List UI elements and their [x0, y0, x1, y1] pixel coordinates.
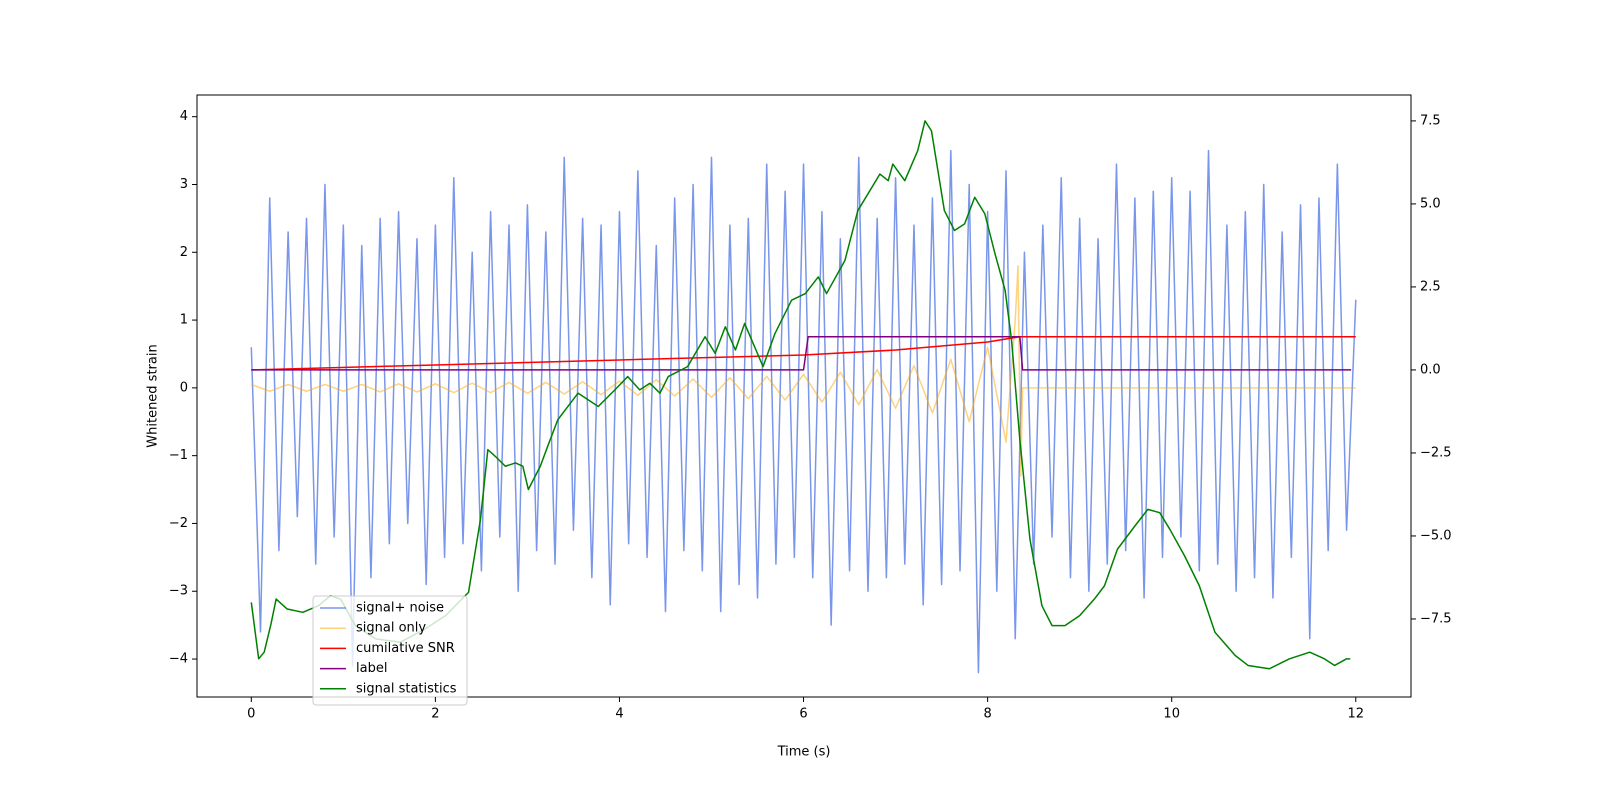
x-tick-label: 12 [1348, 707, 1365, 722]
plot-area [250, 120, 1357, 674]
y-tick-label: 4 [180, 109, 188, 124]
series-line [251, 265, 1356, 477]
y-axis-label: Whitened strain [146, 344, 161, 447]
y-tick-label: −4 [169, 652, 188, 667]
legend-label: cumilative SNR [356, 641, 455, 656]
y2-tick-label: −5.0 [1420, 528, 1452, 543]
y2-tick-label: −2.5 [1420, 445, 1452, 460]
x-tick-label: 10 [1163, 707, 1180, 722]
series-line [251, 335, 1356, 371]
x-tick-label: 6 [799, 707, 807, 722]
legend-box [312, 595, 468, 706]
x-tick-label: 2 [431, 707, 439, 722]
x-tick-label: 0 [247, 707, 255, 722]
y-tick-label: −2 [169, 516, 188, 531]
legend-label: label [356, 661, 387, 676]
y-tick-label: −3 [169, 584, 188, 599]
y2-tick-label: 2.5 [1420, 279, 1441, 294]
y-tick-label: 3 [180, 177, 188, 192]
y-tick-label: 1 [180, 313, 188, 328]
x-axis-label: Time (s) [777, 745, 831, 760]
y-tick-label: 0 [180, 380, 188, 395]
legend-label: signal only [356, 621, 426, 636]
y-tick-label: −1 [169, 448, 188, 463]
legend-label: signal statistics [356, 681, 457, 696]
y2-tick-label: −7.5 [1420, 611, 1452, 626]
y2-tick-label: 5.0 [1420, 196, 1441, 211]
series-line [251, 335, 1352, 371]
y-tick-label: 2 [180, 245, 188, 260]
y2-tick-label: 7.5 [1420, 113, 1441, 128]
y2-tick-label: 0.0 [1420, 362, 1441, 377]
legend-label: signal+ noise [356, 601, 444, 616]
series-line [250, 149, 1357, 674]
x-tick-label: 4 [615, 707, 623, 722]
x-tick-label: 8 [983, 707, 991, 722]
legend: signal+ noise signal only cumilative SNR la… [312, 595, 468, 706]
